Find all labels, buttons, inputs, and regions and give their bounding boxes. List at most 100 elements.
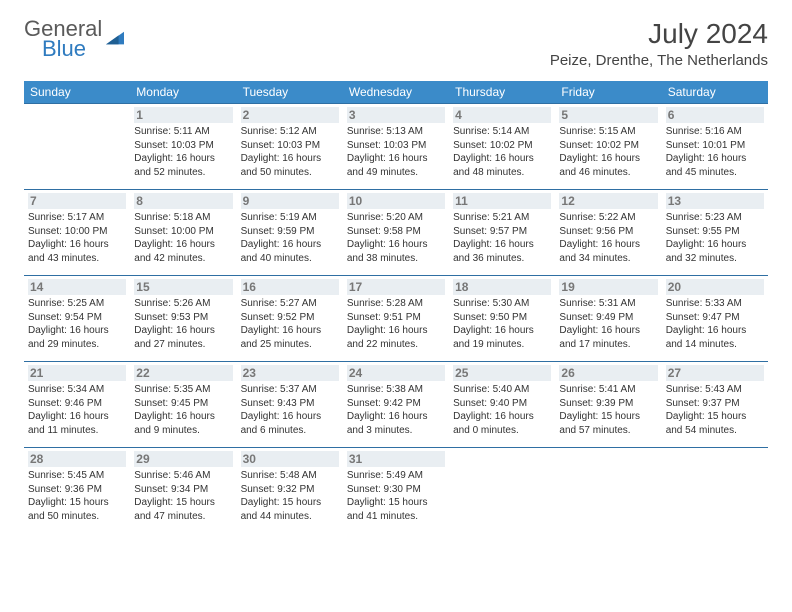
sunset-line: Sunset: 10:03 PM (241, 139, 339, 153)
sunset-line: Sunset: 10:00 PM (134, 225, 232, 239)
month-title: July 2024 (550, 18, 768, 50)
sunset-line: Sunset: 9:53 PM (134, 311, 232, 325)
sunrise-line: Sunrise: 5:23 AM (666, 211, 764, 225)
day-info: Sunrise: 5:26 AMSunset: 9:53 PMDaylight:… (134, 297, 232, 351)
calendar-day-cell: 7Sunrise: 5:17 AMSunset: 10:00 PMDayligh… (24, 190, 130, 276)
sunrise-line: Sunrise: 5:28 AM (347, 297, 445, 311)
logo-triangle-icon (106, 30, 124, 48)
day-number: 22 (134, 365, 232, 381)
calendar-day-cell: 16Sunrise: 5:27 AMSunset: 9:52 PMDayligh… (237, 276, 343, 362)
day-info: Sunrise: 5:21 AMSunset: 9:57 PMDaylight:… (453, 211, 551, 265)
day-header: Saturday (662, 81, 768, 104)
calendar-week-row: 21Sunrise: 5:34 AMSunset: 9:46 PMDayligh… (24, 362, 768, 448)
sunset-line: Sunset: 9:37 PM (666, 397, 764, 411)
sunrise-line: Sunrise: 5:20 AM (347, 211, 445, 225)
day-info: Sunrise: 5:15 AMSunset: 10:02 PMDaylight… (559, 125, 657, 179)
day-number: 19 (559, 279, 657, 295)
day-number: 20 (666, 279, 764, 295)
day-info: Sunrise: 5:49 AMSunset: 9:30 PMDaylight:… (347, 469, 445, 523)
day-info: Sunrise: 5:38 AMSunset: 9:42 PMDaylight:… (347, 383, 445, 437)
sunset-line: Sunset: 9:42 PM (347, 397, 445, 411)
day-info: Sunrise: 5:25 AMSunset: 9:54 PMDaylight:… (28, 297, 126, 351)
calendar-day-cell: 22Sunrise: 5:35 AMSunset: 9:45 PMDayligh… (130, 362, 236, 448)
daylight-line: Daylight: 16 hours and 9 minutes. (134, 410, 232, 437)
sunrise-line: Sunrise: 5:21 AM (453, 211, 551, 225)
day-info: Sunrise: 5:16 AMSunset: 10:01 PMDaylight… (666, 125, 764, 179)
sunrise-line: Sunrise: 5:26 AM (134, 297, 232, 311)
daylight-line: Daylight: 16 hours and 29 minutes. (28, 324, 126, 351)
daylight-line: Daylight: 15 hours and 47 minutes. (134, 496, 232, 523)
day-number: 14 (28, 279, 126, 295)
day-number: 8 (134, 193, 232, 209)
sunset-line: Sunset: 9:57 PM (453, 225, 551, 239)
day-info: Sunrise: 5:22 AMSunset: 9:56 PMDaylight:… (559, 211, 657, 265)
calendar-day-cell (662, 448, 768, 534)
day-number: 9 (241, 193, 339, 209)
day-number: 18 (453, 279, 551, 295)
daylight-line: Daylight: 16 hours and 40 minutes. (241, 238, 339, 265)
calendar-table: SundayMondayTuesdayWednesdayThursdayFrid… (24, 81, 768, 534)
calendar-day-cell: 24 Sunrise: 5:38 AMSunset: 9:42 PMDayligh… (343, 362, 449, 448)
sunrise-line: Sunrise: 5:22 AM (559, 211, 657, 225)
daylight-line: Daylight: 16 hours and 50 minutes. (241, 152, 339, 179)
daylight-line: Daylight: 15 hours and 54 minutes. (666, 410, 764, 437)
daylight-line: Daylight: 16 hours and 6 minutes. (241, 410, 339, 437)
sunrise-line: Sunrise: 5:46 AM (134, 469, 232, 483)
sunrise-line: Sunrise: 5:40 AM (453, 383, 551, 397)
daylight-line: Daylight: 16 hours and 42 minutes. (134, 238, 232, 265)
day-number: 28 (28, 451, 126, 467)
day-number: 15 (134, 279, 232, 295)
sunset-line: Sunset: 9:30 PM (347, 483, 445, 497)
location-text: Peize, Drenthe, The Netherlands (550, 52, 768, 69)
day-number: 6 (666, 107, 764, 123)
day-number: 21 (28, 365, 126, 381)
calendar-day-cell: 5 Sunrise: 5:15 AMSunset: 10:02 PMDayligh… (555, 104, 661, 190)
sunset-line: Sunset: 9:36 PM (28, 483, 126, 497)
calendar-day-cell: 11Sunrise: 5:21 AMSunset: 9:57 PMDayligh… (449, 190, 555, 276)
day-number: 5 (559, 107, 657, 123)
daylight-line: Daylight: 16 hours and 22 minutes. (347, 324, 445, 351)
sunset-line: Sunset: 10:00 PM (28, 225, 126, 239)
daylight-line: Daylight: 16 hours and 43 minutes. (28, 238, 126, 265)
daylight-line: Daylight: 16 hours and 32 minutes. (666, 238, 764, 265)
day-number: 2 (241, 107, 339, 123)
calendar-day-cell: 30Sunrise: 5:48 AMSunset: 9:32 PMDayligh… (237, 448, 343, 534)
day-info: Sunrise: 5:40 AMSunset: 9:40 PMDaylight:… (453, 383, 551, 437)
calendar-day-cell: 17Sunrise: 5:28 AMSunset: 9:51 PMDayligh… (343, 276, 449, 362)
sunrise-line: Sunrise: 5:19 AM (241, 211, 339, 225)
day-number: 29 (134, 451, 232, 467)
sunset-line: Sunset: 9:40 PM (453, 397, 551, 411)
day-info: Sunrise: 5:45 AMSunset: 9:36 PMDaylight:… (28, 469, 126, 523)
daylight-line: Daylight: 16 hours and 27 minutes. (134, 324, 232, 351)
day-number: 26 (559, 365, 657, 381)
logo: General Blue (24, 18, 124, 60)
sunset-line: Sunset: 9:55 PM (666, 225, 764, 239)
day-number: 24 (347, 365, 445, 381)
day-number: 3 (347, 107, 445, 123)
day-info: Sunrise: 5:13 AMSunset: 10:03 PMDaylight… (347, 125, 445, 179)
day-number: 10 (347, 193, 445, 209)
day-number: 17 (347, 279, 445, 295)
header: General Blue July 2024 Peize, Drenthe, T… (24, 18, 768, 69)
sunrise-line: Sunrise: 5:13 AM (347, 125, 445, 139)
day-info: Sunrise: 5:11 AMSunset: 10:03 PMDaylight… (134, 125, 232, 179)
daylight-line: Daylight: 16 hours and 19 minutes. (453, 324, 551, 351)
sunset-line: Sunset: 10:03 PM (134, 139, 232, 153)
calendar-week-row: 28 Sunrise: 5:45 AMSunset: 9:36 PMDayligh… (24, 448, 768, 534)
sunrise-line: Sunrise: 5:48 AM (241, 469, 339, 483)
calendar-day-cell: 15 Sunrise: 5:26 AMSunset: 9:53 PMDayligh… (130, 276, 236, 362)
sunrise-line: Sunrise: 5:11 AM (134, 125, 232, 139)
daylight-line: Daylight: 16 hours and 46 minutes. (559, 152, 657, 179)
daylight-line: Daylight: 16 hours and 34 minutes. (559, 238, 657, 265)
sunrise-line: Sunrise: 5:37 AM (241, 383, 339, 397)
calendar-day-cell: 8 Sunrise: 5:18 AMSunset: 10:00 PMDayligh… (130, 190, 236, 276)
day-number: 4 (453, 107, 551, 123)
sunrise-line: Sunrise: 5:34 AM (28, 383, 126, 397)
day-info: Sunrise: 5:19 AMSunset: 9:59 PMDaylight:… (241, 211, 339, 265)
day-info: Sunrise: 5:18 AMSunset: 10:00 PMDaylight… (134, 211, 232, 265)
daylight-line: Daylight: 15 hours and 57 minutes. (559, 410, 657, 437)
day-number: 25 (453, 365, 551, 381)
sunrise-line: Sunrise: 5:25 AM (28, 297, 126, 311)
sunset-line: Sunset: 10:01 PM (666, 139, 764, 153)
day-number: 31 (347, 451, 445, 467)
